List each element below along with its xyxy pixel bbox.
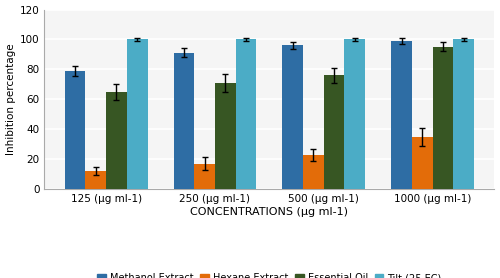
- Bar: [194, 164, 215, 189]
- Legend: Methanol Extract, Hexane Extract, Essential Oil, Tilt (25 EC): Methanol Extract, Hexane Extract, Essent…: [94, 269, 446, 278]
- Bar: [324, 75, 344, 189]
- Bar: [344, 39, 365, 189]
- Bar: [236, 39, 256, 189]
- Bar: [215, 83, 236, 189]
- Bar: [106, 92, 127, 189]
- Bar: [303, 155, 324, 189]
- Bar: [282, 45, 303, 189]
- Bar: [127, 39, 148, 189]
- Bar: [412, 137, 432, 189]
- Y-axis label: Inhibition percentage: Inhibition percentage: [6, 43, 16, 155]
- Bar: [86, 171, 106, 189]
- Bar: [432, 47, 454, 189]
- Bar: [65, 71, 86, 189]
- Bar: [174, 53, 195, 189]
- Bar: [454, 39, 474, 189]
- X-axis label: CONCENTRATIONS (μg ml-1): CONCENTRATIONS (μg ml-1): [190, 207, 348, 217]
- Bar: [392, 41, 412, 189]
